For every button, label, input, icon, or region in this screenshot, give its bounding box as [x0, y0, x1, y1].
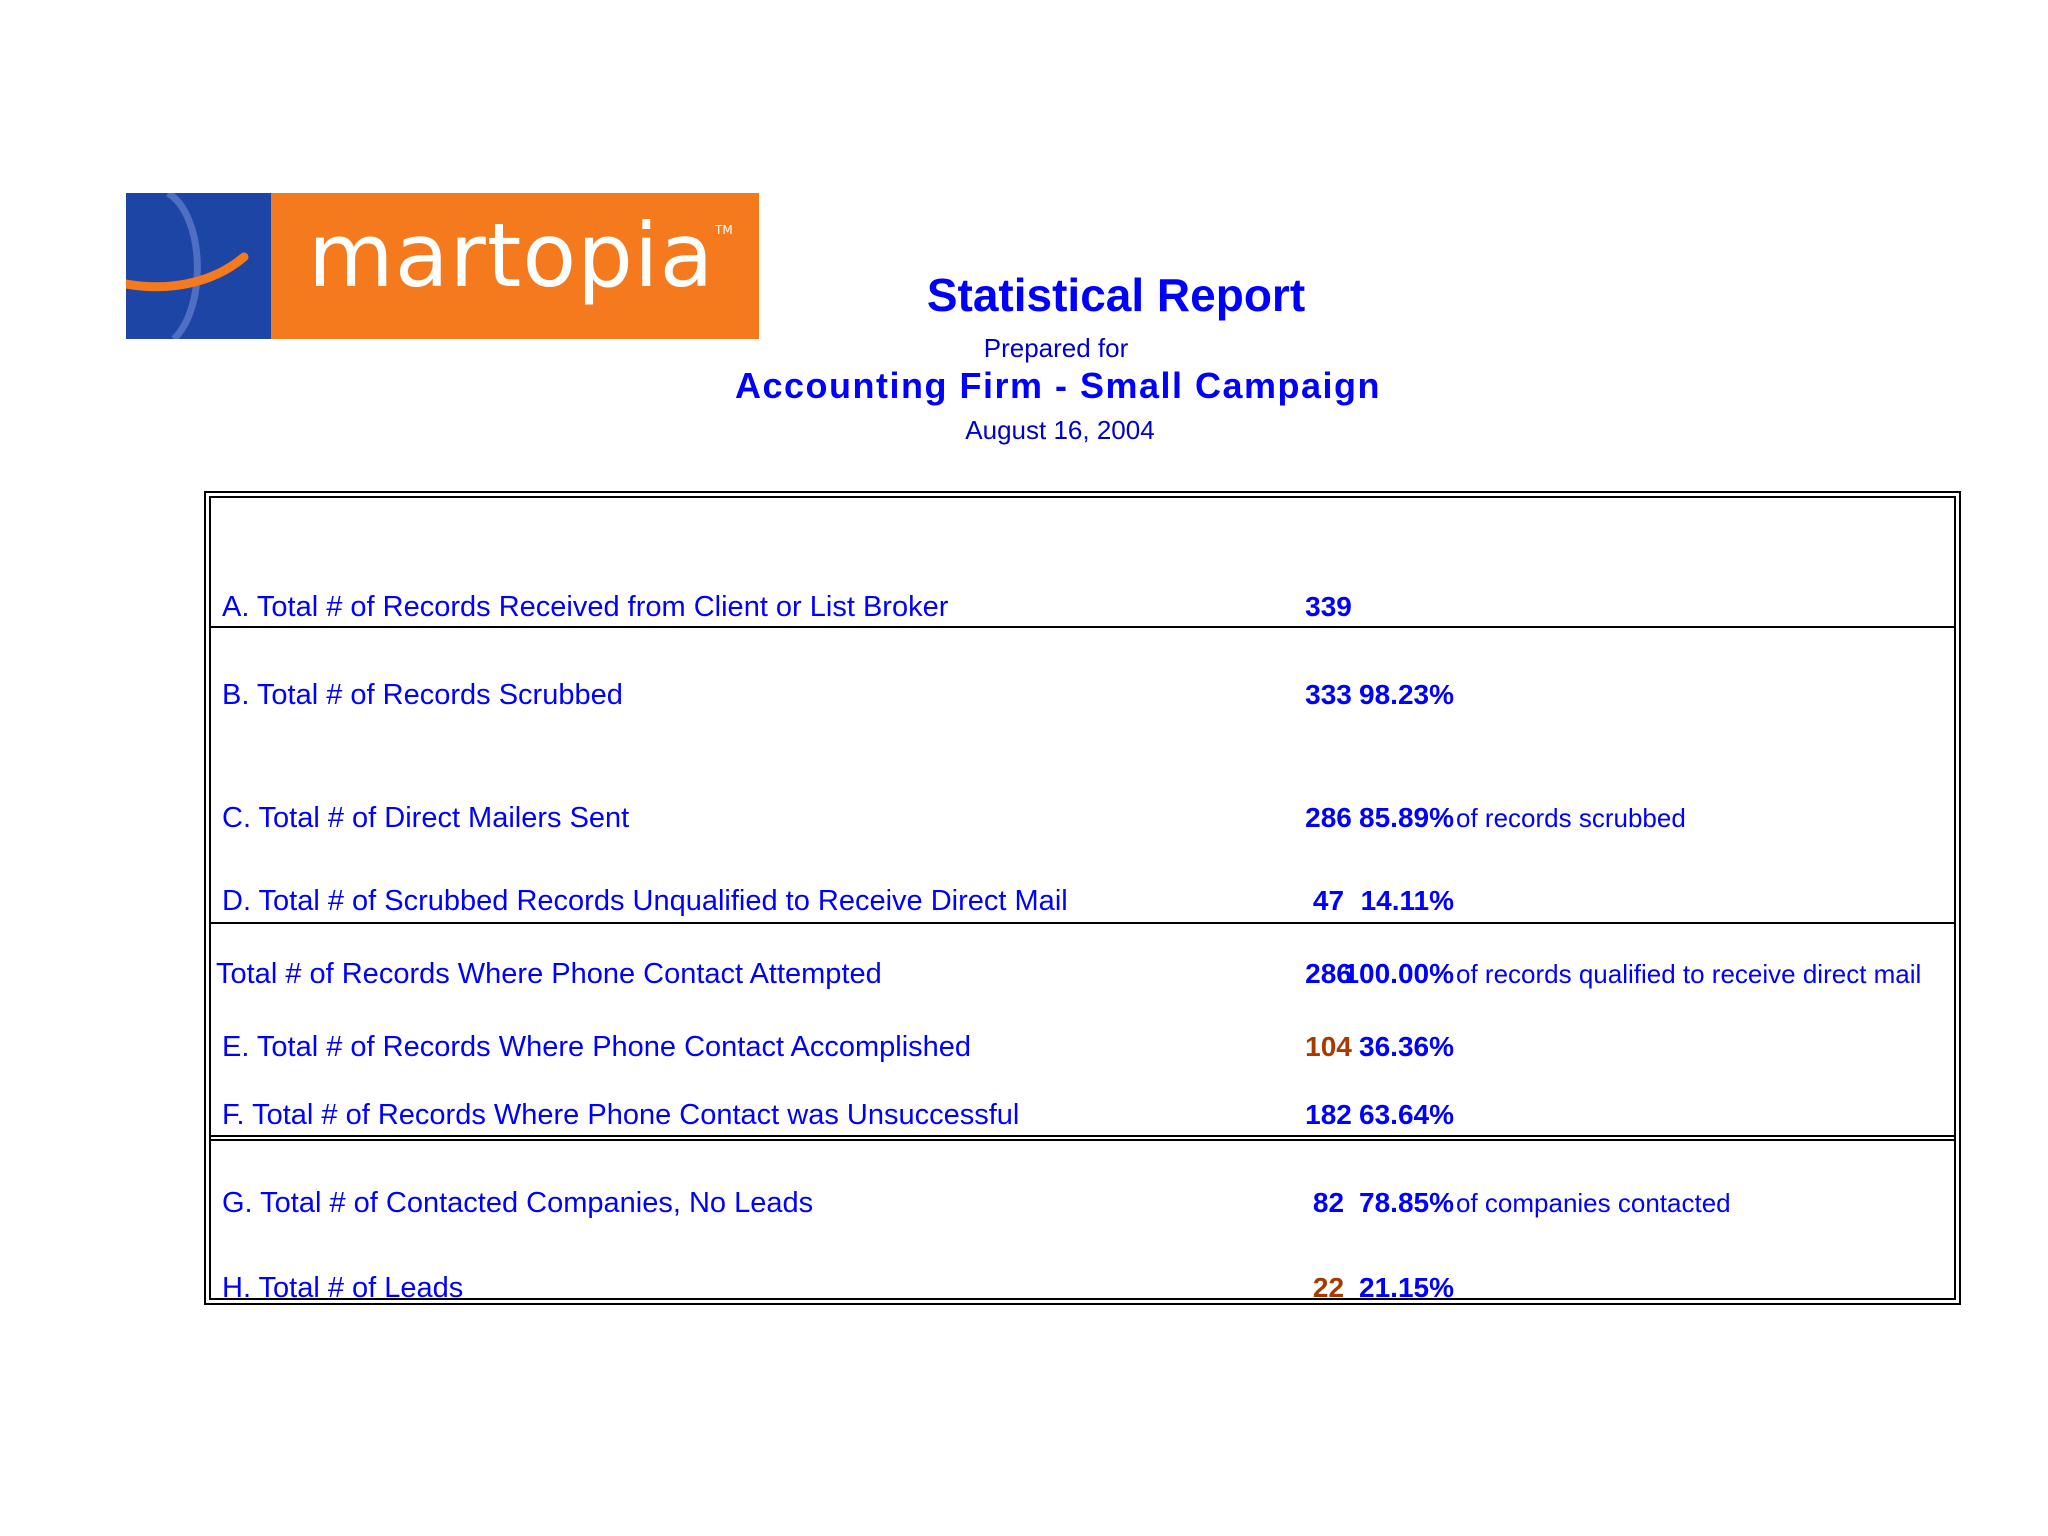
row-value: 104 [1305, 1031, 1352, 1062]
section-divider [211, 1139, 1954, 1141]
section-divider [211, 922, 1954, 924]
table-row: D. Total # of Scrubbed Records Unqualifi… [211, 881, 1961, 921]
martopia-logo: martopia TM [126, 193, 759, 339]
table-row: G. Total # of Contacted Companies, No Le… [211, 1183, 1961, 1223]
row-value: 182 [1305, 1099, 1352, 1130]
report-title: Statistical Report [926, 269, 1306, 321]
table-row: H. Total # of Leads 22 21.15% [211, 1268, 1961, 1308]
row-value: 22 [1312, 1272, 1345, 1303]
row-value: 47 [1312, 885, 1345, 916]
row-percent: 36.36% [1359, 1031, 1454, 1062]
row-percent: 100.00% [1343, 958, 1454, 989]
section-divider [211, 626, 1954, 628]
row-percent: 63.64% [1359, 1099, 1454, 1130]
table-row: C. Total # of Direct Mailers Sent 286 85… [211, 798, 1961, 838]
row-percent: 14.11% [1360, 885, 1454, 916]
table-row: A. Total # of Records Received from Clie… [211, 587, 1961, 627]
client-campaign-name: Accounting Firm - Small Campaign [734, 365, 1382, 406]
row-value: 333 [1305, 679, 1352, 710]
row-label: C. Total # of Direct Mailers Sent [222, 802, 630, 834]
table-row: F. Total # of Records Where Phone Contac… [211, 1095, 1961, 1135]
row-value: 339 [1305, 591, 1352, 622]
logo-swoosh-icon [126, 193, 271, 339]
row-percent: 21.15% [1359, 1272, 1454, 1303]
table-row: Total # of Records Where Phone Contact A… [211, 954, 1961, 994]
row-label: Total # of Records Where Phone Contact A… [216, 958, 882, 990]
report-date: August 16, 2004 [965, 415, 1155, 445]
row-label: F. Total # of Records Where Phone Contac… [222, 1099, 1020, 1131]
row-label: A. Total # of Records Received from Clie… [222, 591, 949, 623]
row-note: of companies contacted [1456, 1188, 1731, 1218]
logo-trademark: TM [715, 223, 733, 237]
row-value: 82 [1312, 1187, 1345, 1218]
row-label: B. Total # of Records Scrubbed [222, 679, 623, 711]
section-divider [211, 1135, 1954, 1137]
row-percent: 85.89% [1359, 802, 1454, 833]
stats-table-inner: A. Total # of Records Received from Clie… [209, 496, 1956, 1304]
row-note: of records scrubbed [1456, 803, 1686, 833]
logo-text: martopia [308, 204, 715, 307]
row-percent: 98.23% [1359, 679, 1454, 710]
logo-wordmark: martopia TM [271, 193, 759, 339]
stats-table: A. Total # of Records Received from Clie… [204, 491, 1961, 1305]
row-value: 286 [1305, 958, 1352, 989]
table-row: E. Total # of Records Where Phone Contac… [211, 1027, 1961, 1067]
prepared-for-label: Prepared for [983, 333, 1129, 363]
row-value: 286 [1305, 802, 1352, 833]
row-note: of records qualified to receive direct m… [1456, 959, 1922, 989]
row-label: E. Total # of Records Where Phone Contac… [222, 1031, 972, 1063]
row-percent: 78.85% [1359, 1187, 1454, 1218]
row-label: H. Total # of Leads [222, 1272, 464, 1304]
row-label: G. Total # of Contacted Companies, No Le… [222, 1187, 814, 1219]
table-row: B. Total # of Records Scrubbed 333 98.23… [211, 675, 1961, 715]
row-label: D. Total # of Scrubbed Records Unqualifi… [222, 885, 1068, 917]
